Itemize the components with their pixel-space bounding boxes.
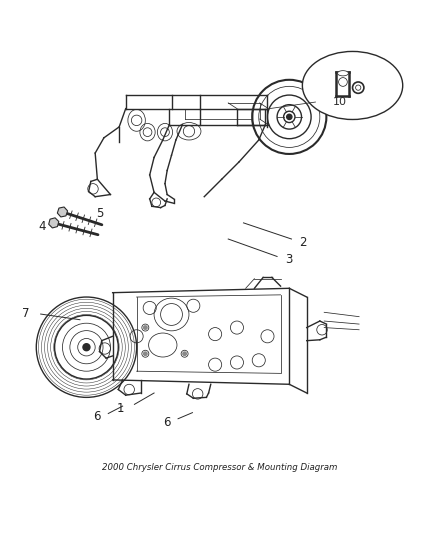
Circle shape [286,114,291,119]
Text: 3: 3 [285,254,292,266]
Circle shape [83,344,90,351]
Circle shape [183,352,186,356]
Text: 2000 Chrysler Cirrus Compressor & Mounting Diagram: 2000 Chrysler Cirrus Compressor & Mounti… [102,463,336,472]
Ellipse shape [302,52,402,119]
Text: 4: 4 [38,220,46,233]
Text: 5: 5 [95,207,103,220]
Text: 2: 2 [298,236,305,249]
Text: 6: 6 [163,416,170,429]
Polygon shape [57,207,67,217]
Ellipse shape [337,71,348,76]
Text: 6: 6 [92,410,100,424]
Circle shape [143,326,147,329]
Polygon shape [49,218,59,228]
Text: 1: 1 [116,402,124,415]
Text: 10: 10 [332,97,346,107]
Text: 7: 7 [21,306,29,320]
Circle shape [143,352,147,356]
